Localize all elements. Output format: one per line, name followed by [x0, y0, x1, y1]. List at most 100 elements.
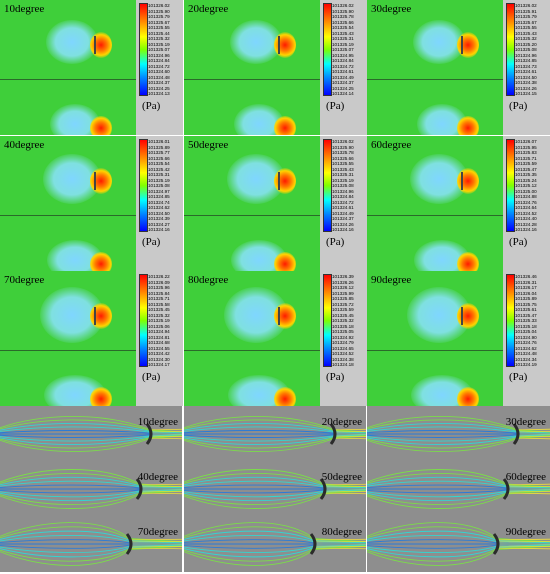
streamline — [0, 430, 182, 435]
colorbar-tick-label: 101325.32 — [148, 312, 170, 318]
colorbar-tick-label: 101324.73 — [515, 63, 537, 69]
streamline — [0, 480, 182, 489]
colorbar-tick-label: 101324.15 — [515, 91, 537, 96]
colorbar-tick-label: 101325.07 — [332, 47, 354, 52]
colorbar-tick-label: 101325.78 — [332, 150, 354, 155]
colorbar-tick-label: 101324.64 — [515, 205, 537, 210]
colorbar-tick-label: 101325.54 — [332, 25, 354, 30]
streamline — [184, 472, 366, 488]
pressure-panel: 20degree 101326.02 101325.90 101325.78 10132… — [184, 0, 367, 135]
colorbar-tick-label: 101324.25 — [332, 85, 354, 91]
colorbar-tick-label: 101324.94 — [148, 329, 170, 334]
colorbar — [139, 274, 148, 367]
view-divider — [0, 215, 136, 216]
colorbar-tick-label: 101326.26 — [332, 279, 354, 285]
colorbar-tick-label: 101325.31 — [148, 172, 170, 177]
colorbar-ticks: 101326.22 101326.09 101325.96 101325.84 1013… — [148, 274, 182, 367]
streamlines — [367, 416, 550, 452]
colorbar-tick-label: 101325.75 — [515, 301, 537, 307]
colorbar-tick-label: 101324.28 — [515, 221, 537, 227]
colorbar-tick-label: 101324.84 — [332, 58, 354, 63]
pressure-panel: 60degree 101326.07 101325.95 101325.83 10132… — [367, 136, 550, 271]
unit-label: (Pa) — [326, 371, 345, 383]
streamline — [0, 433, 182, 438]
colorbar — [323, 139, 332, 232]
streamline — [184, 434, 366, 442]
model-outline — [461, 36, 463, 54]
colorbar-tick-label: 101325.72 — [332, 301, 354, 307]
streamline — [367, 544, 550, 558]
colorbar-tick-label: 101324.37 — [148, 80, 170, 85]
colorbar-tick-label: 101324.16 — [332, 227, 354, 232]
pressure-panel: 40degree 101326.01 101325.89 101325.77 10132… — [0, 136, 183, 271]
colorbar-tick-label: 101325.42 — [148, 166, 170, 172]
high-pressure-region — [274, 387, 296, 406]
model-body — [309, 533, 317, 555]
colorbar-tick-label: 101325.59 — [332, 307, 354, 312]
colorbar-tick-label: 101324.62 — [515, 345, 537, 351]
colorbar-tick-label: 101324.42 — [148, 351, 170, 356]
colorbar-tick-label: 101324.85 — [148, 194, 170, 199]
streamline — [184, 488, 366, 494]
colorbar-tick-label: 101324.18 — [332, 362, 354, 367]
view-divider — [184, 79, 320, 80]
pressure-contour-plot: 50degree — [184, 136, 320, 271]
streamline — [367, 480, 550, 489]
pressure-contour-plot: 30degree — [367, 0, 503, 135]
view-divider — [184, 215, 320, 216]
streamline — [184, 430, 366, 435]
colorbar-tick-label: 101324.40 — [515, 216, 537, 221]
colorbar-tick-label: 101325.85 — [332, 296, 354, 301]
colorbar-tick-label: 101326.02 — [332, 3, 354, 8]
angle-label: 60degree — [371, 139, 412, 151]
colorbar — [506, 3, 515, 96]
streamline — [184, 522, 366, 543]
jet-streamline — [506, 492, 550, 495]
streamline — [0, 484, 182, 490]
streamline-panel: 70degree — [0, 516, 182, 572]
jet-streamline — [516, 437, 550, 440]
colorbar-ticks: 101326.39 101326.26 101326.12 101325.99 1013… — [332, 274, 366, 367]
streamline — [184, 490, 366, 509]
pressure-panel: 90degree 101326.46 101326.31 101326.17 10132… — [367, 271, 550, 406]
colorbar-tick-label: 101325.08 — [332, 183, 354, 188]
streamline — [184, 476, 366, 489]
high-pressure-region — [457, 252, 479, 271]
colorbar-tick-label: 101325.61 — [515, 307, 537, 312]
jet-streamline — [496, 547, 550, 550]
view-divider — [0, 79, 136, 80]
colorbar-tick-label: 101324.74 — [148, 199, 170, 205]
angle-label: 90degree — [371, 274, 412, 286]
colorbar-tick-label: 101324.88 — [515, 194, 537, 199]
pressure-legend: 101326.02 101325.90 101325.78 101325.66 1013… — [320, 136, 367, 271]
streamline — [0, 434, 182, 445]
streamline — [367, 476, 550, 489]
pressure-contour-plot: 60degree — [367, 136, 503, 271]
streamline — [184, 539, 366, 544]
colorbar-tick-label: 101324.16 — [515, 227, 537, 232]
streamline — [0, 469, 182, 488]
streamline — [0, 472, 182, 488]
streamline — [0, 544, 182, 549]
colorbar-tick-label: 101324.90 — [515, 334, 537, 340]
colorbar-tick-label: 101326.02 — [332, 139, 354, 144]
colorbar-tick-label: 101325.45 — [332, 312, 354, 318]
streamline — [0, 489, 182, 502]
colorbar-tick-label: 101325.67 — [148, 19, 170, 25]
view-divider — [184, 350, 320, 351]
streamline — [367, 534, 550, 544]
streamline — [367, 545, 550, 562]
low-pressure-region — [413, 20, 465, 64]
streamline — [184, 544, 366, 558]
colorbar-tick-label: 101324.79 — [332, 340, 354, 345]
colorbar-tick-label: 101325.05 — [332, 329, 354, 334]
colorbar-tick-label: 101324.96 — [515, 52, 537, 58]
angle-label: 30degree — [371, 3, 412, 15]
colorbar-tick-label: 101324.26 — [332, 221, 354, 227]
colorbar-tick-label: 101324.84 — [332, 194, 354, 199]
model-outline — [94, 307, 96, 325]
pressure-contour-plot: 20degree — [184, 0, 320, 135]
colorbar — [323, 3, 332, 96]
model-body — [135, 478, 143, 500]
angle-label: 10degree — [137, 416, 178, 428]
